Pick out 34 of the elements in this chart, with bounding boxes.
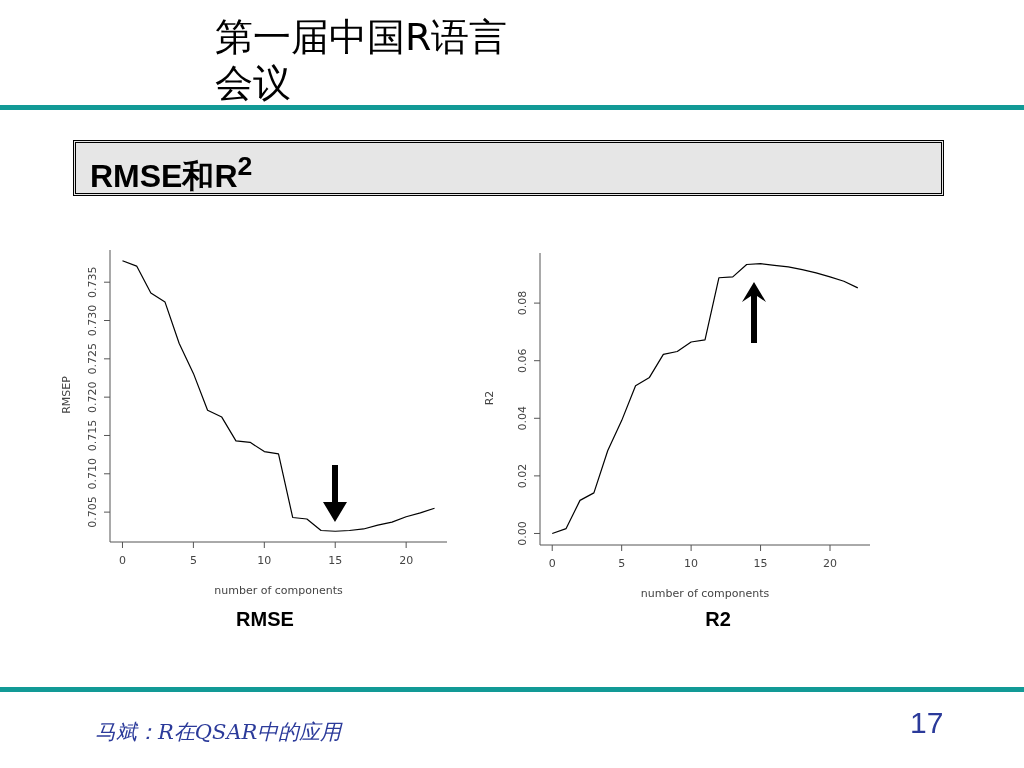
y-tick-label: 0.00	[516, 521, 529, 546]
x-tick-label: 5	[618, 557, 626, 570]
x-tick-label: 15	[328, 554, 343, 567]
y-tick-label: 0.08	[516, 290, 529, 316]
y-tick-label: 0.720	[86, 381, 99, 413]
x-tick-label: 20	[399, 554, 414, 567]
text: 第一届中国R语言会议	[215, 14, 509, 106]
line-series	[121, 260, 436, 532]
y-tick-label: 0.710	[86, 458, 99, 490]
x-tick-label: 15	[753, 557, 768, 570]
x-tick-label: 0	[118, 554, 126, 567]
y-tick-label: 0.735	[86, 266, 99, 298]
x-tick-label: 0	[548, 557, 556, 570]
text: R2	[704, 608, 732, 631]
x-tick-label: 10	[684, 557, 699, 570]
y-tick-label: 0.705	[86, 496, 99, 528]
x-tick-label: 10	[257, 554, 272, 567]
y-tick-label: 0.715	[86, 419, 99, 452]
x-tick-label: 20	[823, 557, 837, 570]
line-series	[551, 263, 859, 535]
y-tick-label: 0.02	[516, 463, 529, 489]
x-axis-title: number of components	[214, 584, 344, 597]
x-axis-title: number of components	[640, 587, 770, 600]
text: RMSE和R$^{2}$	[90, 151, 253, 196]
text: 马斌：R在QSAR中的应用	[95, 719, 342, 746]
y-axis-title: R2	[483, 390, 496, 406]
y-tick-label: 0.04	[516, 406, 529, 431]
y-tick-label: 0.730	[86, 304, 99, 337]
text: 17	[910, 706, 944, 740]
text: RMSE	[235, 608, 295, 631]
y-axis-title: RMSEP	[60, 375, 73, 414]
y-tick-label: 0.06	[516, 348, 529, 373]
y-tick-label: 0.725	[86, 343, 99, 375]
x-tick-label: 5	[189, 554, 197, 567]
